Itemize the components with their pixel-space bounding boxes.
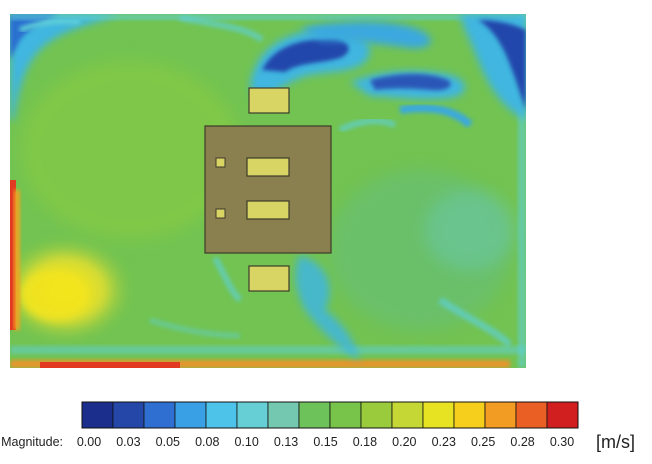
colorbar-tick-label: 0.10 [234,435,258,449]
obstacles [204,87,332,292]
colorbar-bands [81,401,579,429]
colorbar-tick-label: 0.08 [195,435,219,449]
flow-domain [10,14,526,368]
colorbar-band [515,401,548,429]
colorbar-ticks: 0.00 0.03 0.05 0.08 0.10 0.13 0.15 0.18 0.20 0.23… [77,435,574,449]
inner-block-upper [246,157,290,177]
velocity-contour-plot [10,14,526,368]
colorbar-tick-label: 0.30 [550,435,574,449]
colorbar-band [267,401,300,429]
inner-block-lower [246,200,290,220]
colorbar-band [546,401,579,429]
colorbar-band [205,401,238,429]
colorbar-outline [81,401,579,429]
small-square-upper [215,157,226,168]
colorbar-tick-label: 0.00 [77,435,101,449]
colorbar-band [422,401,455,429]
colorbar-band [484,401,517,429]
colorbar-band [391,401,424,429]
colorbar-tick-label: 0.23 [432,435,456,449]
colorbar-tick-label: 0.20 [392,435,416,449]
colorbar-band [174,401,207,429]
small-square-lower [215,208,226,219]
bottom-block [248,265,290,292]
colorbar-tick-label: 0.13 [274,435,298,449]
legend-label: Velocity Magnitude: [0,435,63,449]
central-obstacle [204,125,332,254]
top-block [248,87,290,114]
colorbar-band [298,401,331,429]
colorbar-band [453,401,486,429]
colorbar-tick-label: 0.25 [471,435,495,449]
colorbar-band [329,401,362,429]
colorbar-band [236,401,269,429]
legend-unit: [m/s] [596,432,635,452]
colorbar-band [143,401,176,429]
colorbar-band [81,401,114,429]
colorbar-band [112,401,145,429]
colorbar-tick-label: 0.28 [510,435,534,449]
colorbar-tick-label: 0.18 [353,435,377,449]
colorbar-tick-label: 0.03 [116,435,140,449]
colorbar-tick-label: 0.15 [313,435,337,449]
colorbar-tick-label: 0.05 [156,435,180,449]
colorbar-band [360,401,393,429]
